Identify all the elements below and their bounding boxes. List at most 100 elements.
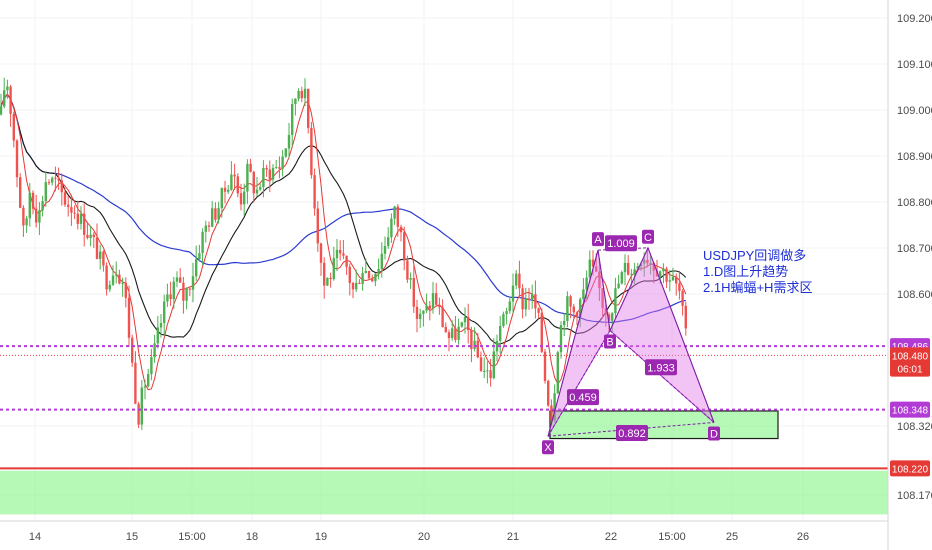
candle-body	[271, 167, 275, 180]
candle-body	[243, 191, 246, 205]
candle-body	[326, 277, 329, 286]
candle-body	[67, 204, 70, 208]
candle-body	[204, 225, 207, 232]
candle-body	[454, 328, 457, 340]
x-tick-label: 15	[126, 531, 138, 543]
x-tick-label: 22	[605, 531, 617, 543]
candle-body	[511, 285, 515, 302]
price-tag[interactable]	[890, 347, 930, 364]
candle-body	[518, 273, 521, 289]
candle-body	[447, 332, 451, 339]
candle-body	[460, 322, 463, 327]
candle-body	[675, 276, 678, 284]
candle-body	[163, 301, 166, 323]
candle-body	[281, 156, 284, 169]
candle-body	[435, 293, 438, 305]
x-tick-label: 25	[726, 531, 738, 543]
candle-body	[252, 171, 255, 194]
candle-body	[531, 294, 534, 301]
candle-body	[489, 370, 492, 379]
candle-body	[259, 187, 262, 190]
candle-body	[412, 278, 415, 307]
candle-body	[601, 288, 604, 309]
candle-body	[614, 288, 617, 314]
candle-body	[329, 277, 332, 280]
candle-body	[38, 210, 41, 223]
candle-body	[111, 275, 115, 285]
candle-body	[499, 326, 502, 341]
candle-body	[95, 237, 99, 259]
candle-body	[563, 320, 566, 326]
candle-body	[131, 337, 134, 363]
candle-body	[572, 306, 575, 313]
candle-body	[159, 322, 163, 328]
price-tag[interactable]	[890, 401, 930, 418]
candle-body	[105, 265, 108, 290]
candle-body	[393, 206, 396, 219]
demand-zone	[0, 470, 888, 515]
candle-body	[662, 268, 665, 272]
price-tag[interactable]	[890, 360, 930, 377]
candle-body	[467, 316, 470, 331]
candle-body	[476, 340, 479, 358]
candle-body	[332, 258, 335, 280]
candle-body	[201, 231, 204, 254]
candle-body	[380, 253, 383, 270]
candle-body	[175, 277, 179, 282]
candle-body	[76, 213, 79, 224]
note-line-2: 1.D图上升趋势	[703, 264, 788, 279]
candle-body	[515, 273, 518, 286]
note-line-1: USDJPY回调做多	[703, 248, 806, 263]
candle-body	[422, 310, 425, 314]
candle-body	[428, 305, 431, 309]
candle-body	[156, 327, 159, 344]
y-tick-label: 108.900	[897, 151, 932, 163]
candle-body	[630, 274, 633, 276]
x-tick-label: 21	[507, 531, 519, 543]
candle-body	[351, 282, 355, 290]
candle-body	[339, 249, 342, 254]
candle-body	[470, 330, 473, 350]
candle-body	[166, 294, 169, 302]
time-axis[interactable]: 14 15 15:00 18 19 20 21 22 15:00 25 26	[29, 531, 809, 543]
demand-zones	[0, 410, 888, 515]
candle-body	[540, 312, 543, 352]
candle-body	[607, 314, 611, 321]
price-tag[interactable]	[890, 460, 930, 477]
candle-body	[419, 313, 422, 319]
candle-body	[623, 262, 627, 273]
candle-body	[195, 259, 198, 277]
candle-body	[502, 314, 505, 327]
candle-body	[297, 90, 300, 99]
candle-body	[54, 177, 57, 179]
candle-body	[51, 177, 54, 183]
candle-body	[399, 226, 403, 233]
candle-body	[547, 380, 550, 406]
candle-body	[524, 298, 527, 310]
candle-body	[284, 148, 287, 157]
pattern-point-label: B	[606, 337, 613, 349]
candle-body	[387, 237, 390, 247]
candle-body	[473, 340, 476, 350]
candle-body	[559, 325, 563, 353]
y-tick-label: 108.320	[897, 421, 932, 433]
candle-body	[310, 127, 313, 176]
candle-body	[611, 313, 614, 321]
candle-body	[406, 260, 409, 280]
candle-body	[207, 225, 211, 227]
candle-body	[425, 305, 428, 311]
price-axis[interactable]: 109.200 109.100 109.000 108.900 108.800 108.7…	[897, 13, 932, 502]
candle-body	[99, 251, 102, 259]
candle-body	[444, 326, 447, 333]
candle-body	[550, 405, 553, 421]
candle-body	[124, 282, 127, 298]
candle-body	[275, 167, 278, 169]
candle-body	[307, 88, 310, 128]
demand-zone	[549, 410, 779, 440]
candle-body	[655, 270, 659, 277]
candle-body	[345, 255, 348, 267]
candle-body	[620, 272, 623, 284]
